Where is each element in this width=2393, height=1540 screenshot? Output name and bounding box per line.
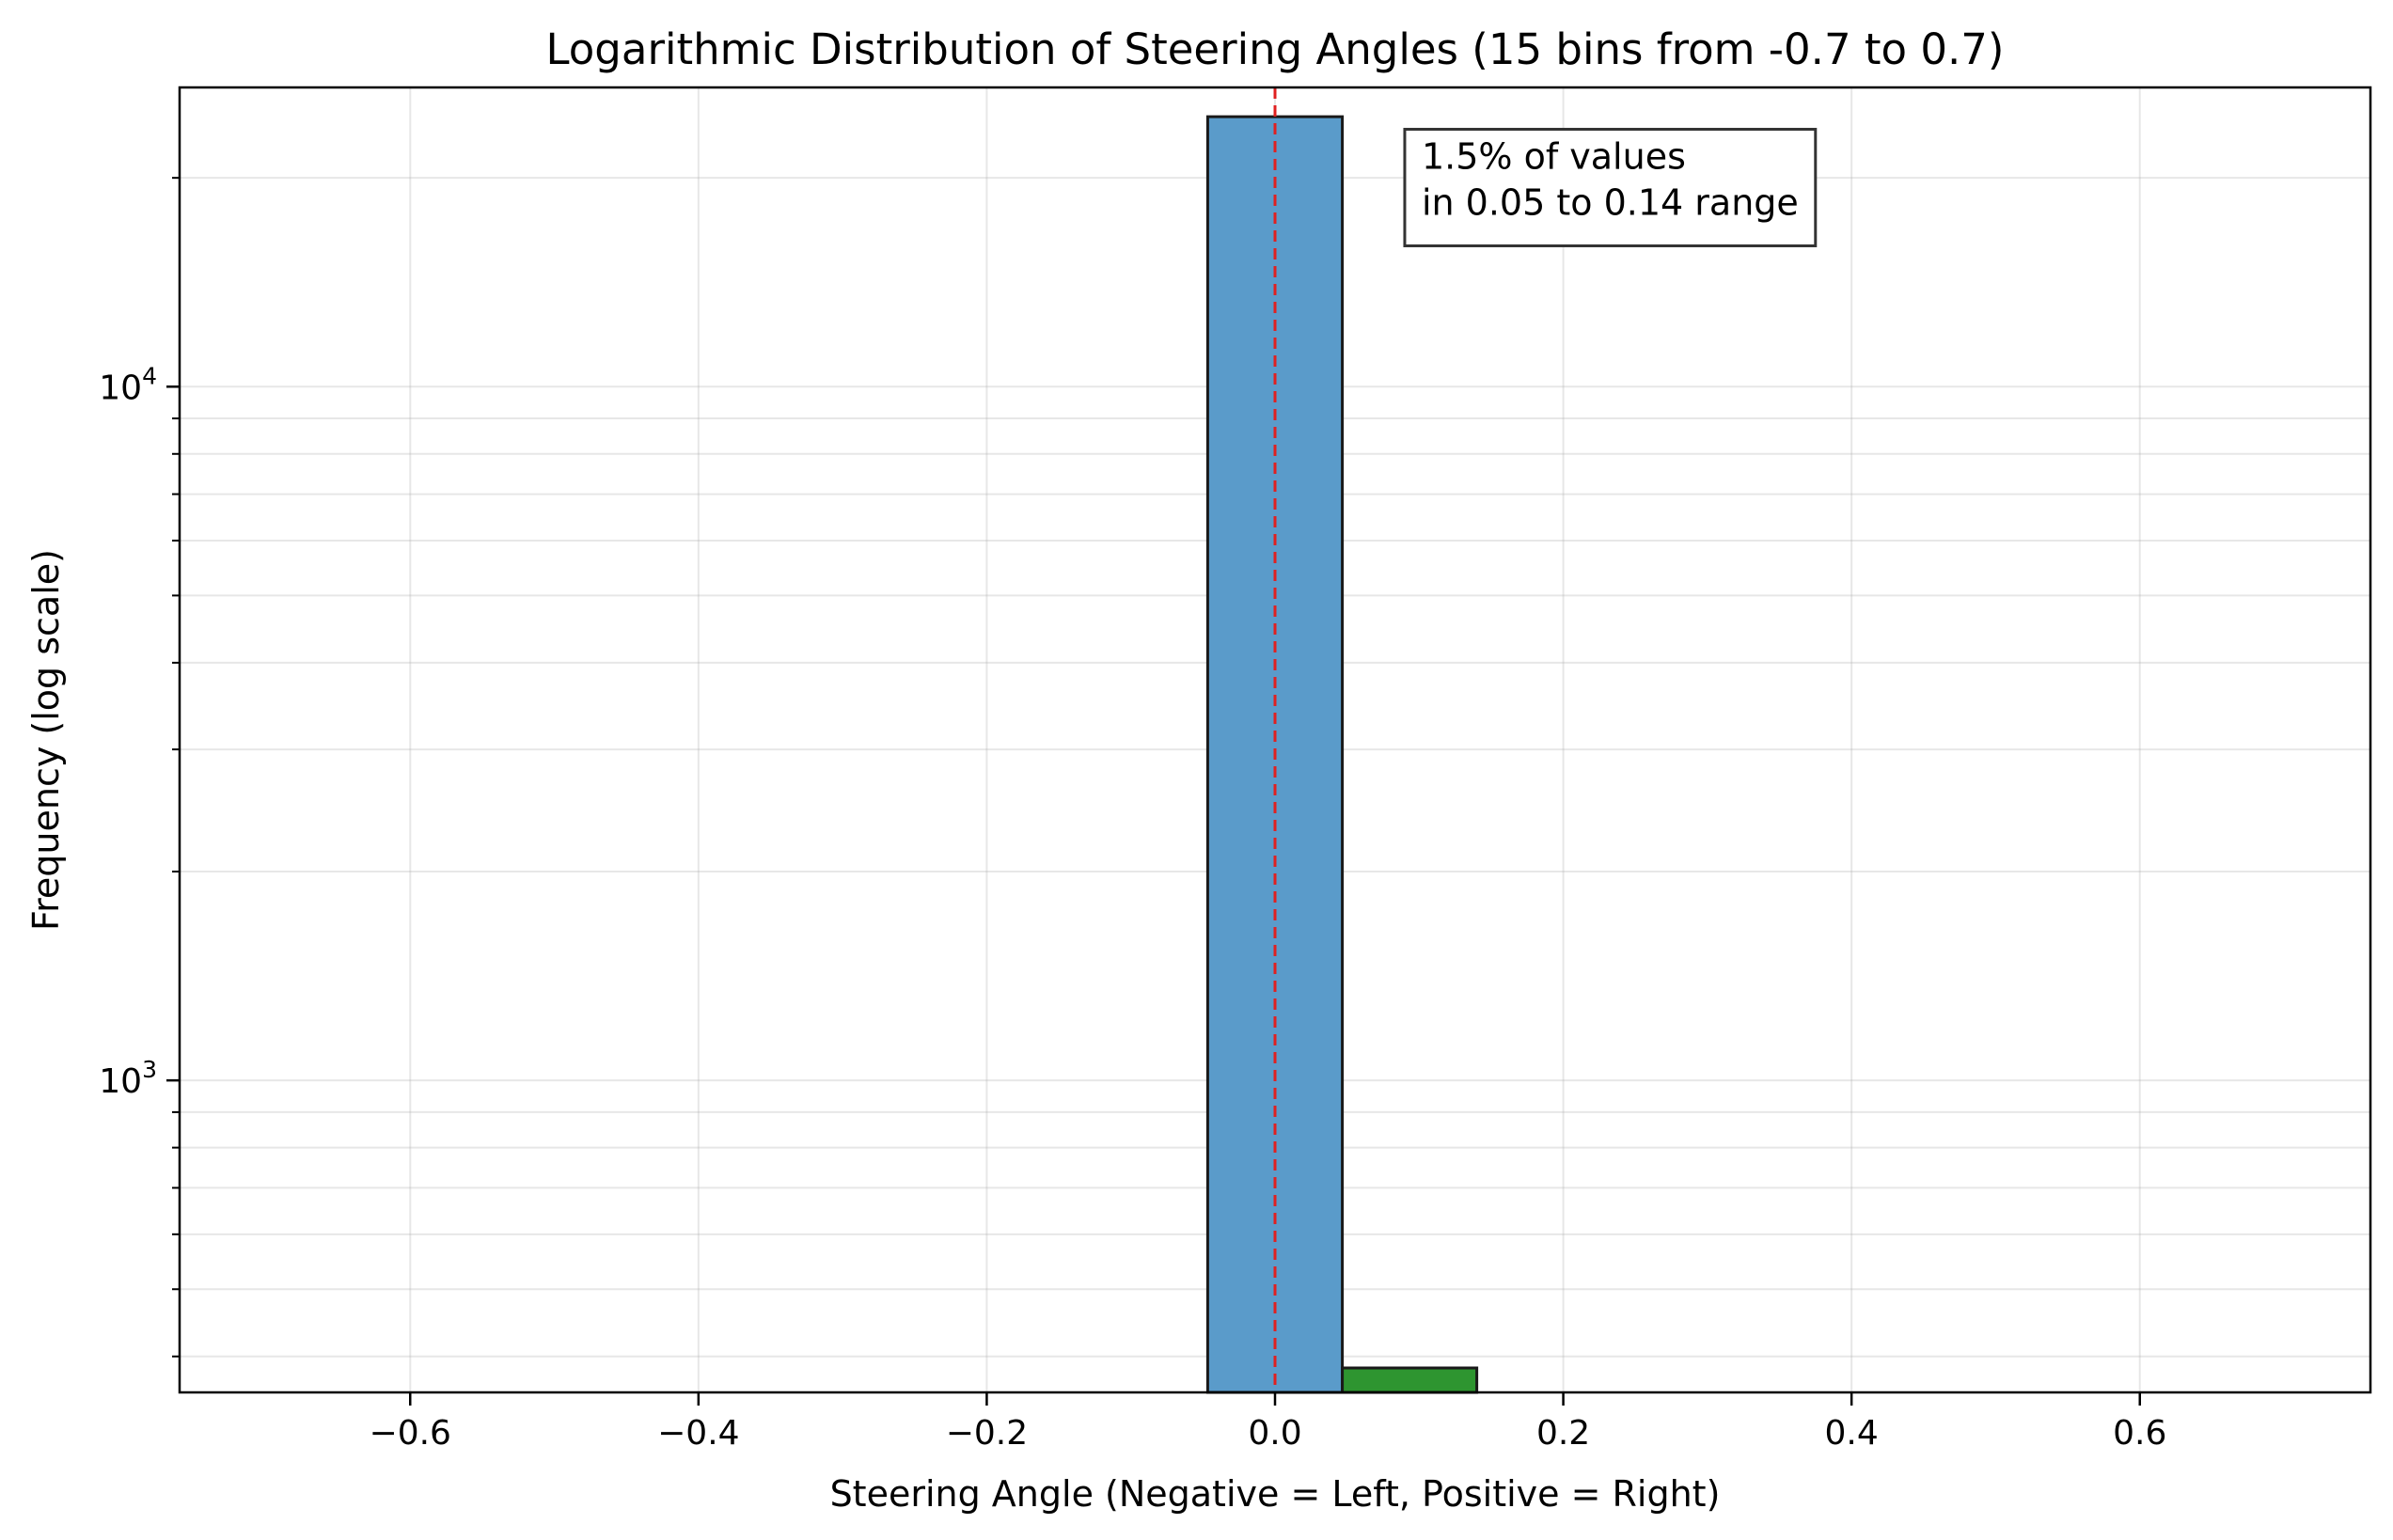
x-tick-label: −0.6 <box>370 1414 451 1453</box>
x-tick-label: 0.2 <box>1536 1414 1590 1453</box>
y-axis-label: Frequency (log scale) <box>25 549 67 931</box>
histogram-bar <box>1341 1366 1479 1394</box>
chart-title: Logarithmic Distribution of Steering Ang… <box>546 24 2005 74</box>
x-tick-label: −0.4 <box>657 1414 739 1453</box>
annotation-line-2: in 0.05 to 0.14 range <box>1422 181 1799 223</box>
x-axis-label: Steering Angle (Negative = Left, Positiv… <box>830 1473 1721 1515</box>
x-tick-label: −0.2 <box>946 1414 1028 1453</box>
x-axis-ticks: −0.6 −0.4 −0.2 0.0 0.2 0.4 0.6 <box>370 1392 2166 1453</box>
y-tick-label: 103 <box>99 1056 157 1101</box>
y-axis-ticks: 103 104 <box>99 177 180 1358</box>
y-tick-label: 104 <box>99 362 157 407</box>
x-tick-label: 0.4 <box>1825 1414 1879 1453</box>
annotation-frame <box>1403 127 1818 247</box>
x-tick-label: 0.0 <box>1248 1414 1301 1453</box>
x-tick-label: 0.6 <box>2113 1414 2166 1453</box>
annotation-box: 1.5% of values in 0.05 to 0.14 range <box>1403 127 1818 247</box>
annotation-line-1: 1.5% of values <box>1422 135 1686 177</box>
